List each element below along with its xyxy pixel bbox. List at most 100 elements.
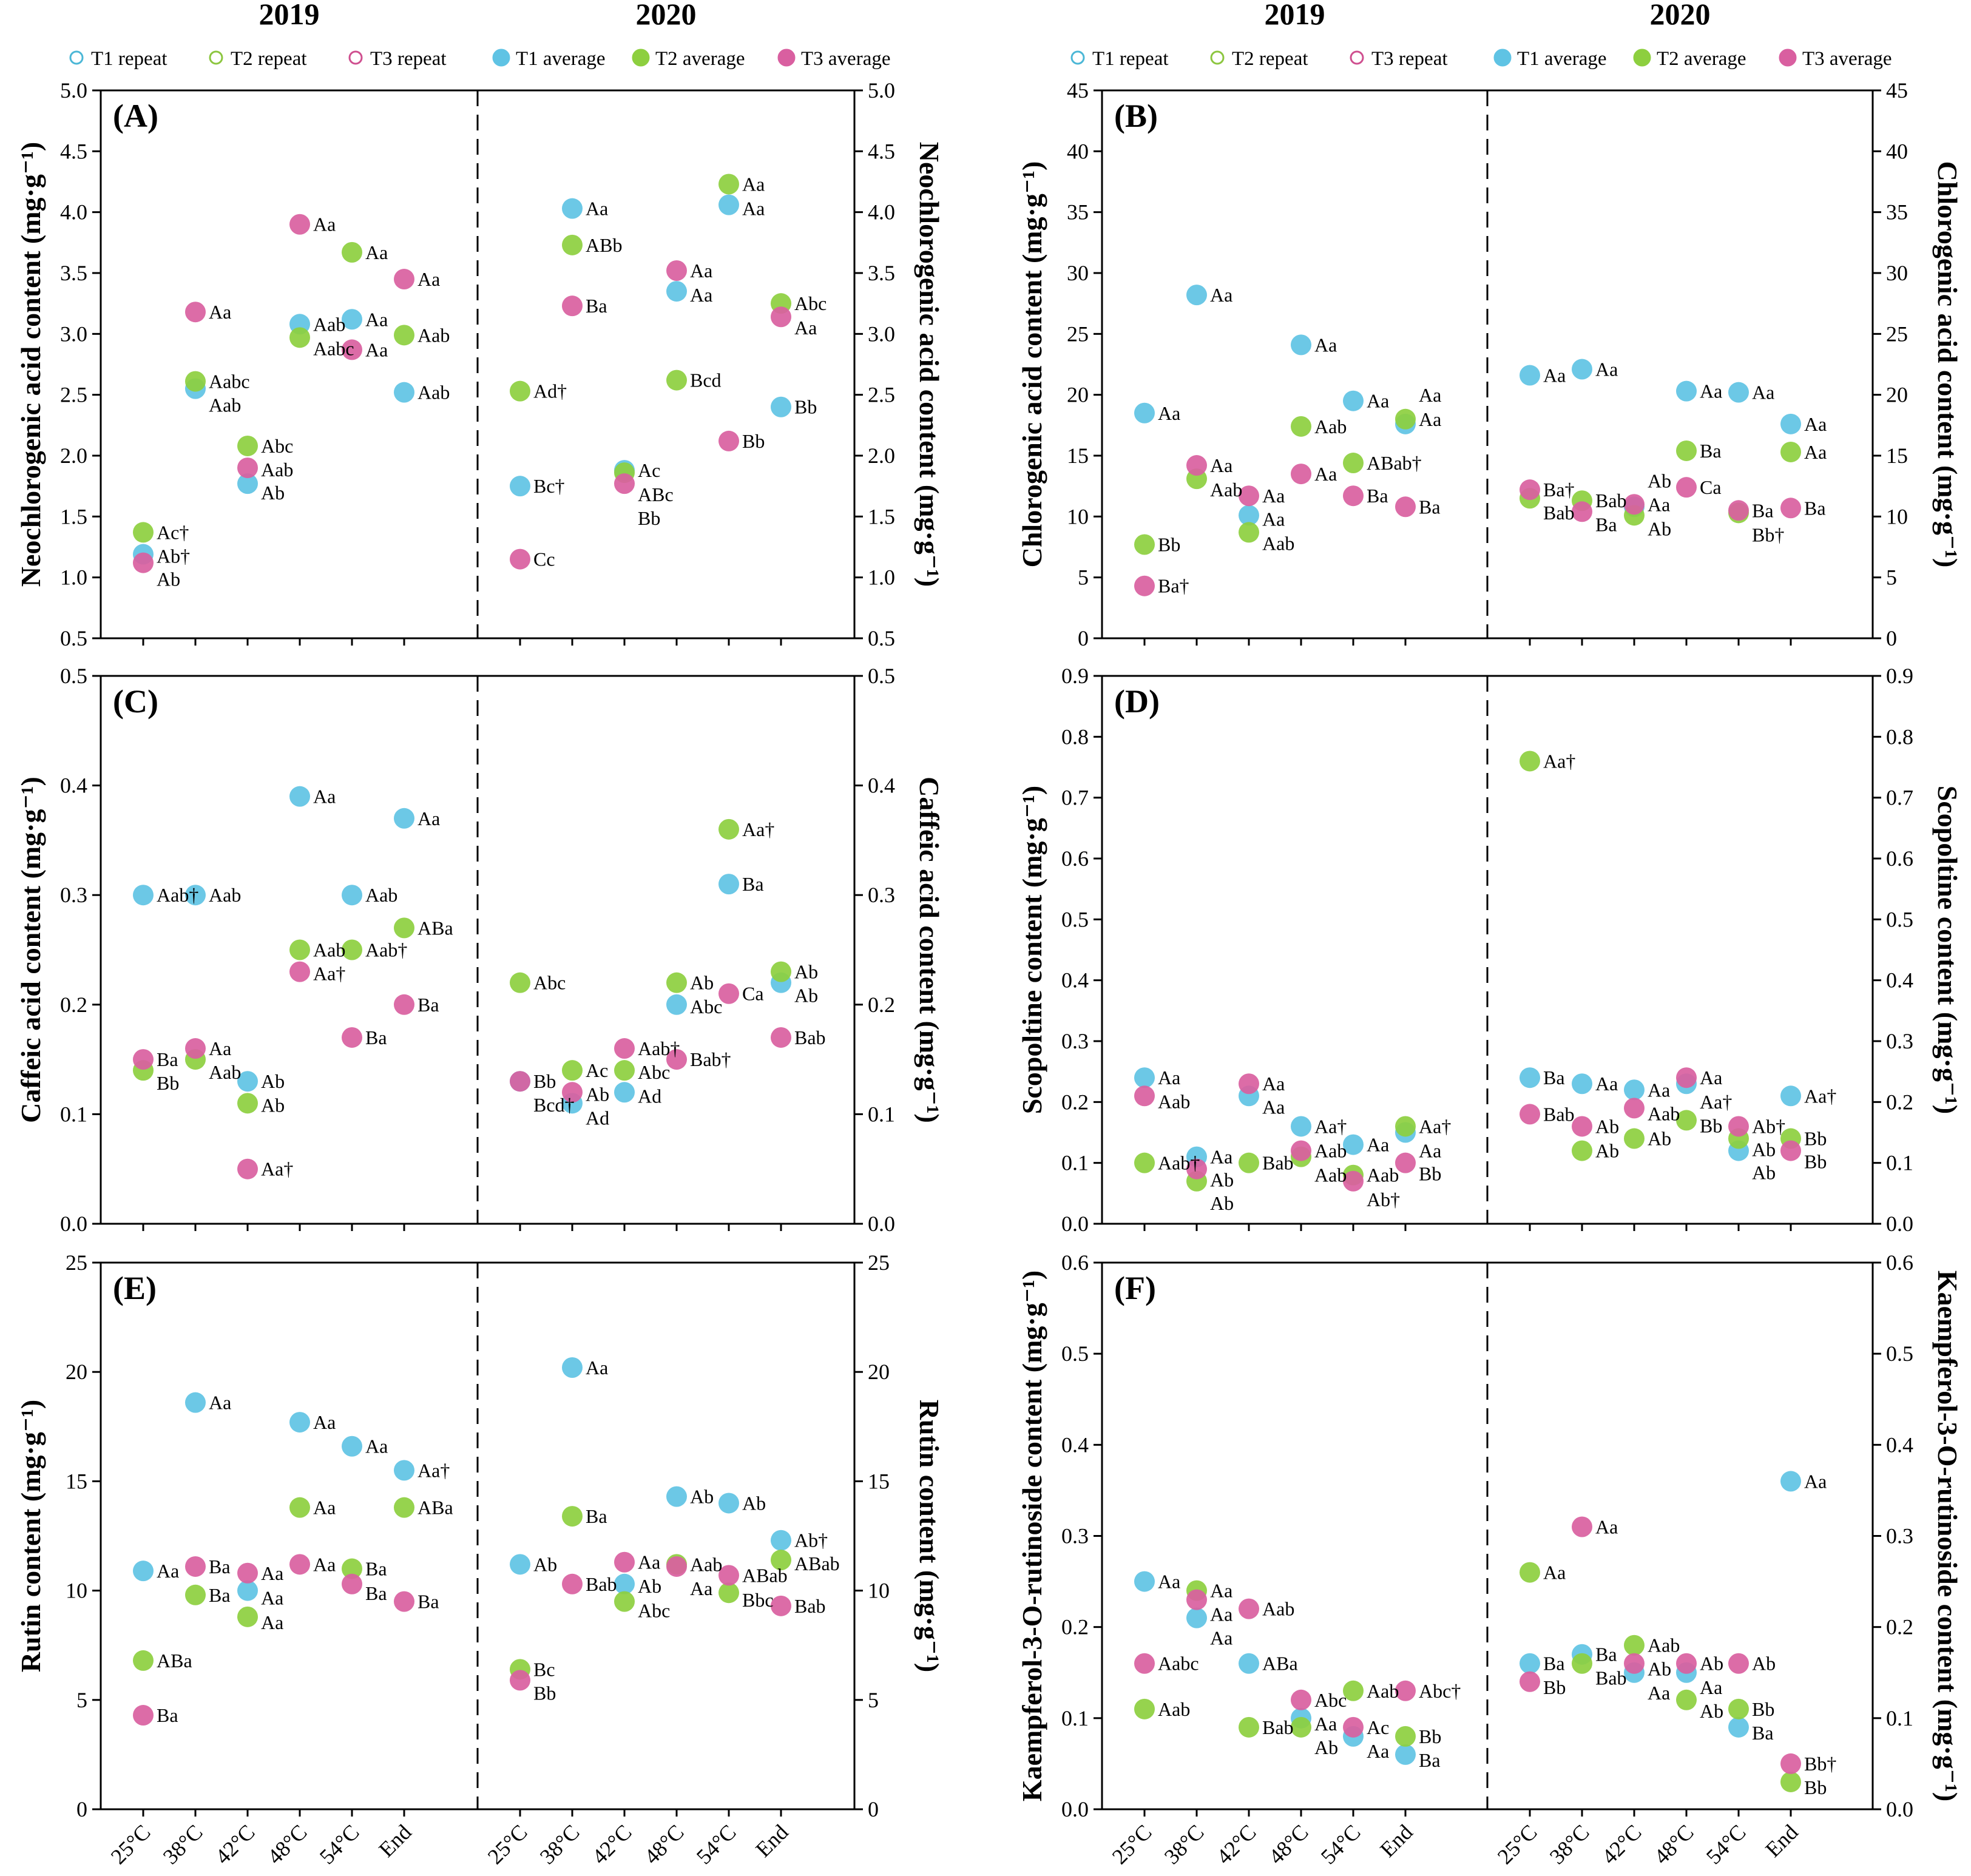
point-t1-average [718, 874, 739, 895]
point-t2-average [1395, 1116, 1416, 1137]
significance-label: Ad† [533, 380, 567, 402]
point-t2-average [510, 972, 530, 993]
x-tick-label: 38°C [1160, 1820, 1209, 1869]
point-t3-average [1134, 1085, 1155, 1107]
significance-label: Bb [533, 1070, 556, 1092]
significance-label: Bc [533, 1658, 555, 1680]
significance-label: Aa [261, 1587, 283, 1609]
point-t2-average [1239, 522, 1259, 543]
y-tick-label-left: 0.0 [1061, 1797, 1089, 1821]
legend-label: T1 repeat [1092, 48, 1169, 70]
point-t3-average [1572, 1116, 1592, 1137]
y-tick-label-left: 5 [76, 1688, 87, 1712]
y-tick-label-left: 0 [1078, 626, 1089, 650]
x-tick-label: 25°C [483, 1820, 532, 1869]
y-tick-label-left: 0.0 [60, 1212, 87, 1236]
y-tick-label-right: 2.0 [868, 444, 895, 468]
significance-label: Aab [690, 1553, 722, 1575]
point-t1-average [289, 786, 310, 807]
y-tick-label-left: 3.0 [60, 322, 87, 346]
point-t3-average [1572, 1516, 1592, 1537]
point-t3-average [1624, 494, 1645, 515]
point-t3-average [1343, 485, 1364, 507]
legend-marker-icon [1633, 49, 1651, 67]
point-t3-average [510, 1071, 530, 1092]
legend-item-t3r: T3 repeat [1350, 48, 1448, 70]
significance-label: Aabc [209, 371, 250, 393]
significance-label: Ab† [794, 1530, 828, 1551]
point-t2-average [1343, 453, 1364, 474]
y-tick-label-left: 2.0 [60, 444, 87, 468]
y-tick-label-left: 4.0 [60, 200, 87, 224]
y-tick-label-right: 0.9 [1886, 664, 1913, 688]
significance-label: Ab [690, 972, 714, 994]
y-tick-label-left: 25 [66, 1250, 87, 1275]
y-tick-label-right: 5.0 [868, 78, 895, 103]
significance-label: Bb [1419, 1163, 1441, 1185]
significance-label: Abc [261, 435, 293, 457]
legend-marker-icon [1493, 49, 1512, 67]
significance-label: Aa [418, 808, 440, 829]
point-t3-average [289, 214, 310, 235]
y-tick-label-left: 0.2 [1061, 1615, 1089, 1639]
point-t3-average [237, 1562, 258, 1584]
significance-label: Aa [1595, 359, 1618, 380]
y-tick-label-right: 20 [1886, 383, 1908, 407]
point-t3-average [771, 1595, 791, 1616]
significance-label: Aabc [1158, 1653, 1199, 1675]
y-tick-label-left: 0.1 [1061, 1706, 1089, 1730]
significance-label: Aa [418, 268, 440, 290]
y-axis-title-left: Scopoltine content (mg·g⁻¹) [1016, 786, 1047, 1114]
point-t2-average [1728, 1698, 1749, 1719]
significance-label: Ba† [1543, 479, 1575, 501]
significance-label: Aa [261, 1562, 283, 1584]
y-tick-label-right: 4.5 [868, 139, 895, 163]
point-t1-average [666, 1486, 687, 1507]
point-t3-average [133, 552, 154, 573]
y-tick-label-right: 0.4 [1886, 1432, 1913, 1457]
significance-label: Ab [742, 1492, 766, 1514]
y-tick-label-left: 0.5 [1061, 1341, 1089, 1366]
significance-label: Aa† [418, 1459, 450, 1481]
significance-label: Bcd† [533, 1094, 575, 1116]
point-t3-average [1395, 1152, 1416, 1173]
y-tick-label-right: 0.3 [868, 883, 895, 907]
significance-label: Bab [1595, 490, 1627, 511]
point-t1-average [1780, 413, 1801, 434]
point-t1-average [342, 1436, 362, 1457]
point-t3-average [1291, 464, 1311, 485]
point-t3-average [1780, 1753, 1801, 1774]
point-t1-average [510, 476, 530, 497]
significance-label: Ca [742, 983, 764, 1005]
significance-label: Ba [209, 1556, 231, 1577]
significance-label: Bb [1804, 1151, 1827, 1173]
y-tick-label-right: 25 [868, 1250, 890, 1275]
point-t3-average [1239, 1073, 1259, 1095]
y-axis-title-right: Neochlorogenic acid content (mg·g⁻¹) [914, 142, 945, 587]
year-header: 2019 [1265, 0, 1325, 31]
point-t3-average [562, 1082, 583, 1103]
significance-label: Abc [638, 1600, 670, 1622]
point-t3-average [394, 1591, 414, 1612]
point-t2-average [1239, 1152, 1259, 1173]
point-t3-average [510, 1670, 530, 1691]
panel-label: (F) [1114, 1270, 1156, 1306]
legend-marker-icon [492, 49, 510, 67]
significance-label: Aa [1314, 334, 1337, 356]
significance-label: Ba [365, 1582, 387, 1604]
significance-label: Aa [742, 198, 765, 220]
point-t3-average [1676, 1067, 1697, 1088]
significance-label: Aa† [313, 963, 345, 985]
point-t1-average [1780, 1471, 1801, 1492]
y-tick-label-right: 3.0 [868, 322, 895, 346]
point-t1-average [1239, 1653, 1259, 1674]
point-t2-average [1395, 1726, 1416, 1747]
significance-label: Aa [1543, 365, 1566, 386]
significance-label: Ab [1752, 1162, 1776, 1184]
y-tick-label-left: 0.4 [60, 774, 87, 798]
point-t1-average [237, 1071, 258, 1092]
point-t1-average [1572, 1073, 1592, 1095]
significance-label: Ab [690, 1486, 714, 1508]
significance-label: Aab [1648, 1635, 1680, 1656]
significance-label: Abc [533, 972, 566, 994]
